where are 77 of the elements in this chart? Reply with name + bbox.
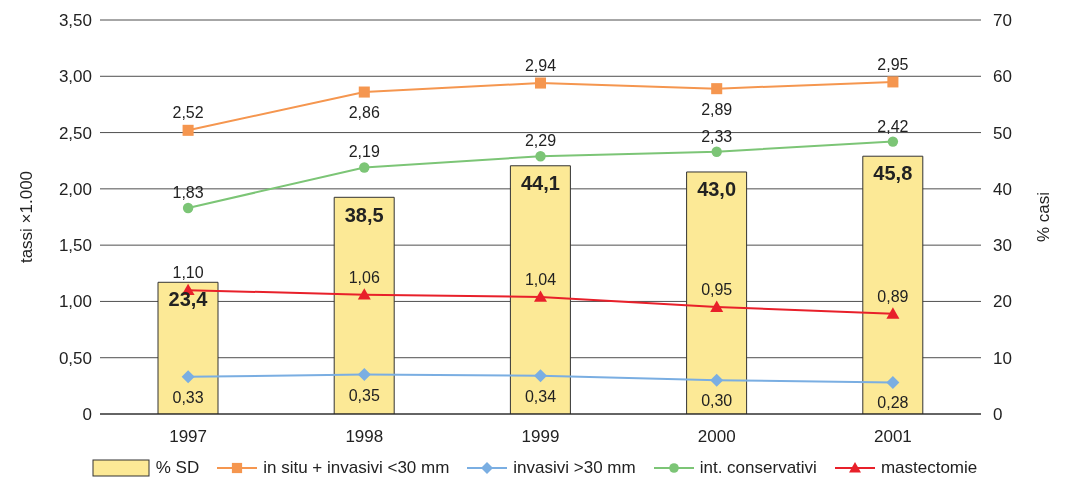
point bbox=[710, 300, 724, 312]
data-label: 0,33 bbox=[172, 388, 204, 406]
data-label: 2,95 bbox=[877, 55, 909, 73]
point bbox=[710, 373, 724, 387]
y2-tick-label: 60 bbox=[993, 67, 1012, 87]
data-label: 1,10 bbox=[172, 264, 204, 282]
data-label: 0,95 bbox=[701, 281, 733, 299]
x-tick-label: 2000 bbox=[697, 427, 736, 447]
data-label: 1,83 bbox=[172, 183, 204, 201]
y-tick-label: 2,50 bbox=[58, 123, 92, 143]
data-label: 45,8 bbox=[873, 162, 913, 185]
legend-label: % SD bbox=[155, 458, 200, 478]
point bbox=[711, 83, 723, 95]
point bbox=[534, 369, 547, 383]
data-label: 0,30 bbox=[701, 392, 733, 410]
y2-tick-label: 10 bbox=[993, 348, 1012, 368]
y-axis-title: tassi ×1.000 bbox=[17, 170, 37, 264]
point bbox=[534, 77, 547, 89]
legend-label: invasivi >30 mm bbox=[513, 458, 636, 478]
y2-tick-label: 40 bbox=[993, 179, 1012, 199]
data-label: 2,52 bbox=[172, 104, 204, 122]
data-label: 2,33 bbox=[701, 127, 733, 145]
y-tick-label: 2,00 bbox=[58, 179, 92, 199]
data-label: 2,29 bbox=[524, 132, 557, 150]
point bbox=[887, 76, 899, 88]
y2-tick-label: 0 bbox=[993, 405, 1003, 424]
point bbox=[534, 290, 547, 302]
data-label: 43,0 bbox=[697, 178, 737, 201]
legend-label: int. conservativi bbox=[699, 458, 817, 478]
bar bbox=[686, 171, 748, 414]
point bbox=[357, 368, 371, 382]
point bbox=[711, 146, 722, 157]
y-tick-label: 1,50 bbox=[58, 236, 92, 256]
x-tick-label: 1999 bbox=[521, 427, 560, 447]
point bbox=[535, 151, 546, 162]
point bbox=[358, 86, 370, 98]
y2-tick-label: 30 bbox=[993, 236, 1012, 256]
point bbox=[182, 124, 194, 136]
x-tick-label: 1997 bbox=[169, 427, 208, 447]
data-label: 0,35 bbox=[348, 386, 380, 404]
data-label: 1,06 bbox=[348, 268, 380, 286]
data-label: 44,1 bbox=[520, 171, 560, 194]
y2-tick-label: 50 bbox=[993, 123, 1012, 143]
x-tick-label: 2001 bbox=[873, 427, 912, 447]
point bbox=[181, 370, 195, 384]
x-tick-label: 1998 bbox=[345, 427, 384, 447]
point bbox=[887, 136, 899, 147]
point bbox=[359, 162, 370, 173]
y2-axis-title: % casi bbox=[1034, 191, 1054, 243]
data-label: 2,19 bbox=[348, 143, 380, 161]
data-label: 0,34 bbox=[524, 387, 557, 405]
bar bbox=[157, 281, 219, 414]
data-label: 0,89 bbox=[877, 287, 909, 305]
y-tick-label: 3,00 bbox=[58, 67, 92, 87]
data-label: 23,4 bbox=[168, 288, 209, 311]
bar bbox=[333, 196, 395, 414]
data-label: 2,42 bbox=[877, 117, 909, 135]
point bbox=[182, 202, 194, 214]
data-label: 1,04 bbox=[524, 270, 557, 288]
point bbox=[357, 288, 371, 300]
y-tick-label: 1,00 bbox=[58, 292, 92, 312]
y2-tick-label: 20 bbox=[993, 292, 1012, 312]
data-label: 0,28 bbox=[877, 394, 909, 412]
y2-tick-label: 70 bbox=[993, 11, 1012, 30]
y-tick-label: 0 bbox=[82, 405, 92, 425]
data-label: 2,86 bbox=[348, 104, 380, 122]
legend-label: in situ + invasivi <30 mm bbox=[263, 458, 450, 478]
bar bbox=[509, 165, 571, 414]
y-tick-label: 3,50 bbox=[58, 11, 92, 31]
data-label: 2,94 bbox=[524, 57, 557, 75]
point bbox=[886, 375, 900, 389]
y-tick-label: 0,50 bbox=[58, 348, 92, 368]
bar bbox=[862, 155, 924, 414]
legend-label: mastectomie bbox=[880, 458, 978, 478]
point bbox=[886, 307, 900, 319]
data-label: 2,89 bbox=[701, 100, 733, 118]
data-label: 38,5 bbox=[344, 203, 384, 226]
